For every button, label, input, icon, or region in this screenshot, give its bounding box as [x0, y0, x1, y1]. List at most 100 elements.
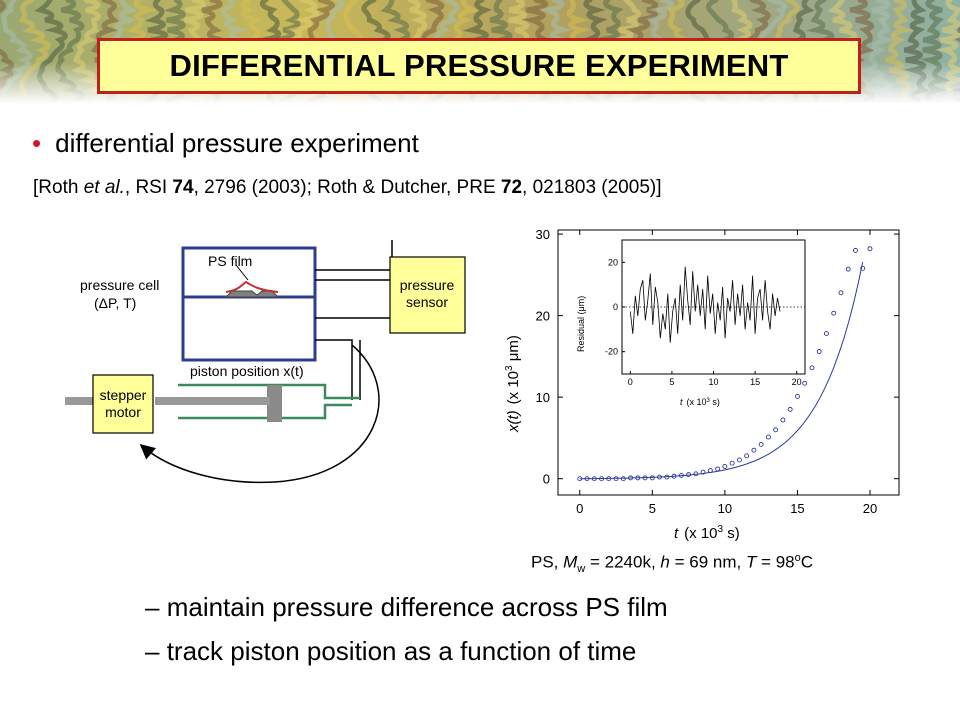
stepper-motor-label-1: stepper	[100, 387, 147, 403]
piston-position-label: piston position x(t)	[190, 363, 304, 379]
stepper-motor-box	[92, 374, 154, 434]
caption-part: = 69 nm,	[669, 552, 746, 572]
inset-y-tick-label: -20	[605, 347, 618, 357]
inset-y-tick-label: 0	[613, 302, 618, 312]
data-point	[831, 310, 837, 316]
ref-part: , RSI	[124, 177, 173, 198]
ref-part: , 021803 (2005)]	[522, 177, 662, 198]
pressure-sensor-label-2: sensor	[406, 294, 448, 310]
piston-rod	[155, 397, 270, 405]
data-point	[722, 464, 728, 469]
data-point	[729, 460, 735, 466]
inset-x-tick-label: 10	[708, 377, 718, 387]
data-point	[744, 453, 750, 459]
pressure-cell-label-1: pressure cell	[80, 277, 159, 293]
apparatus-schematic: PS film pressure cell (ΔP, T) pressure s…	[65, 240, 466, 484]
pressure-cell-label-2: (ΔP, T)	[94, 295, 136, 311]
caption-h: h	[660, 552, 670, 572]
inset-y-tick-label: 20	[608, 257, 618, 267]
film-pointer	[235, 264, 249, 281]
ref-part: [Roth	[33, 177, 84, 198]
x-tick-label: 0	[576, 501, 583, 516]
ref-etal: et al.	[83, 177, 125, 198]
caption-degree: o	[794, 552, 801, 564]
bullet-text: differential pressure experiment	[55, 128, 419, 158]
data-point	[860, 265, 866, 271]
inset-x-tick-label: 20	[792, 377, 802, 387]
dash-icon: –	[145, 592, 160, 622]
dash-icon: –	[145, 636, 160, 666]
caption-t: T	[745, 552, 757, 572]
caption-sub-w: w	[577, 563, 586, 576]
piston-cylinder	[178, 383, 360, 420]
sub-bullet-maintain-pressure: – maintain pressure difference across PS…	[145, 592, 668, 623]
residual-line	[629, 266, 781, 343]
data-point	[838, 290, 844, 296]
caption-part: PS,	[531, 552, 564, 572]
motor-shaft	[65, 397, 97, 405]
data-point	[809, 365, 815, 371]
tube-to-piston	[315, 339, 361, 400]
inset-x-tick-label: 15	[750, 377, 760, 387]
data-point	[773, 427, 779, 433]
pressure-sensor-label-1: pressure	[400, 277, 455, 293]
ref-volume: 74	[172, 177, 194, 198]
title-box: DIFFERENTIAL PRESSURE EXPERIMENT	[97, 38, 861, 94]
y-tick-label: 20	[536, 309, 550, 324]
reference-citation: [Roth et al., RSI 74, 2796 (2003); Roth …	[33, 177, 662, 199]
caption-part: C	[800, 552, 814, 572]
y-tick-label: 10	[536, 390, 550, 405]
fit-curve	[579, 261, 864, 480]
caption-part: = 98	[756, 552, 795, 572]
tube-lower	[315, 279, 390, 319]
bullet-dot-icon: •	[32, 128, 42, 158]
ps-film-label: PS film	[208, 253, 252, 269]
data-point	[758, 441, 764, 447]
data-point	[845, 266, 851, 272]
sub-bullet-text: track piston position as a function of t…	[166, 636, 637, 666]
data-point	[751, 447, 757, 453]
caption-part: = 2240k,	[585, 552, 661, 572]
pressure-sensor-box	[389, 256, 466, 334]
sub-bullet-track-piston: – track piston position as a function of…	[145, 636, 636, 667]
main-xlabel: t (x 103 s)	[674, 524, 740, 542]
data-point	[780, 417, 786, 423]
inset-x-tick-label: 5	[669, 377, 674, 387]
data-point	[715, 466, 721, 472]
data-point	[816, 349, 822, 354]
main-plot-frame	[557, 229, 900, 496]
tube-upper	[315, 240, 393, 271]
sub-bullet-text: maintain pressure difference across PS f…	[166, 592, 668, 622]
data-point	[765, 434, 771, 440]
x-tick-label: 5	[649, 501, 656, 516]
data-point	[853, 247, 858, 253]
pressure-cell-box	[181, 246, 317, 362]
ref-part: , 2796 (2003); Roth & Dutcher, PRE	[193, 177, 501, 198]
x-tick-label: 10	[718, 501, 732, 516]
caption-mw: M	[563, 552, 578, 572]
ps-film-line	[225, 280, 279, 293]
main-ylabel: x(t)(x 103 μm)	[504, 335, 522, 433]
data-point	[802, 380, 808, 386]
bullet-item: • differential pressure experiment	[32, 128, 419, 159]
inset-xlabel: t (x 103 s)	[680, 397, 720, 407]
stepper-motor-label-2: motor	[105, 404, 141, 420]
y-tick-label: 0	[543, 472, 550, 487]
feedback-arrow	[139, 344, 380, 484]
sample-caption: PS, Mw = 2240k, h = 69 nm, T = 98oC	[531, 552, 813, 575]
y-tick-label: 30	[536, 227, 550, 242]
x-tick-label: 15	[790, 501, 804, 516]
slide-title: DIFFERENTIAL PRESSURE EXPERIMENT	[169, 48, 789, 83]
ref-volume: 72	[500, 177, 523, 198]
data-point	[794, 393, 800, 399]
data-point	[736, 457, 742, 463]
inset-x-tick-label: 0	[628, 377, 633, 387]
piston-head	[267, 385, 282, 422]
data-point	[700, 469, 706, 475]
inset-ylabel: Residual (μm)	[576, 296, 586, 352]
x-tick-label: 20	[863, 501, 877, 516]
piston-position-plot: 0 5 10 15 20 0 10 20 30 t (x 103 s) x(t)(x 103 μm…	[504, 227, 900, 542]
film-support	[224, 290, 280, 298]
data-point	[787, 406, 793, 412]
data-point	[867, 246, 873, 252]
